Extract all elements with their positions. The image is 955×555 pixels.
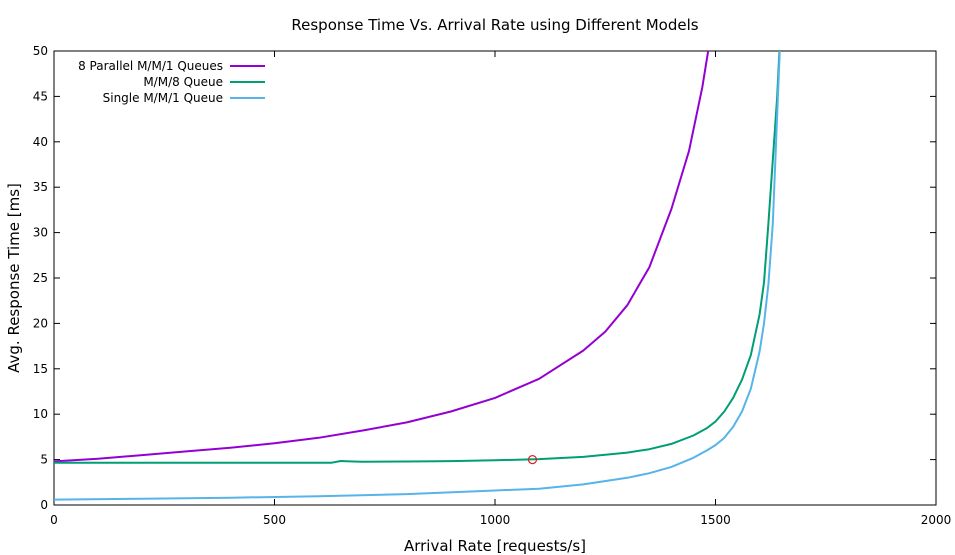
legend: 8 Parallel M/M/1 Queues M/M/8 Queue Single… <box>78 59 265 105</box>
chart-title: Response Time Vs. Arrival Rate using Dif… <box>291 16 698 34</box>
y-tick-label: 35 <box>33 180 48 194</box>
x-axis-label: Arrival Rate [requests/s] <box>404 537 586 555</box>
x-tick-label: 1500 <box>700 513 731 527</box>
y-tick-label: 10 <box>33 407 48 421</box>
y-tick-label: 20 <box>33 316 48 330</box>
series-line-1 <box>54 51 781 464</box>
series-layer <box>54 51 781 501</box>
y-axis-label: Avg. Response Time [ms] <box>5 183 23 373</box>
plot-frame <box>53 50 937 506</box>
y-tick-label: 25 <box>33 271 48 285</box>
y-tick-label: 30 <box>33 226 48 240</box>
legend-label-0: 8 Parallel M/M/1 Queues <box>78 59 223 73</box>
legend-label-2: Single M/M/1 Queue <box>103 91 223 105</box>
annotation-layer <box>527 455 538 465</box>
x-tick-label: 2000 <box>921 513 952 527</box>
axis-ticks: 0 500 1000 1500 2000 0 5 10 15 20 25 30 35 40 45 50 <box>33 44 952 527</box>
x-tick-label: 1000 <box>480 513 511 527</box>
y-tick-label: 40 <box>33 135 48 149</box>
series-line-2 <box>54 51 781 501</box>
y-tick-label: 50 <box>33 44 48 58</box>
circle-marker <box>527 455 538 465</box>
y-tick-label: 15 <box>33 362 48 376</box>
x-tick-label: 0 <box>50 513 58 527</box>
series-line-0 <box>54 51 710 463</box>
x-tick-label: 500 <box>263 513 286 527</box>
y-tick-label: 45 <box>33 89 48 103</box>
y-tick-label: 5 <box>40 453 48 467</box>
legend-label-1: M/M/8 Queue <box>143 75 223 89</box>
y-tick-label: 0 <box>40 498 48 512</box>
